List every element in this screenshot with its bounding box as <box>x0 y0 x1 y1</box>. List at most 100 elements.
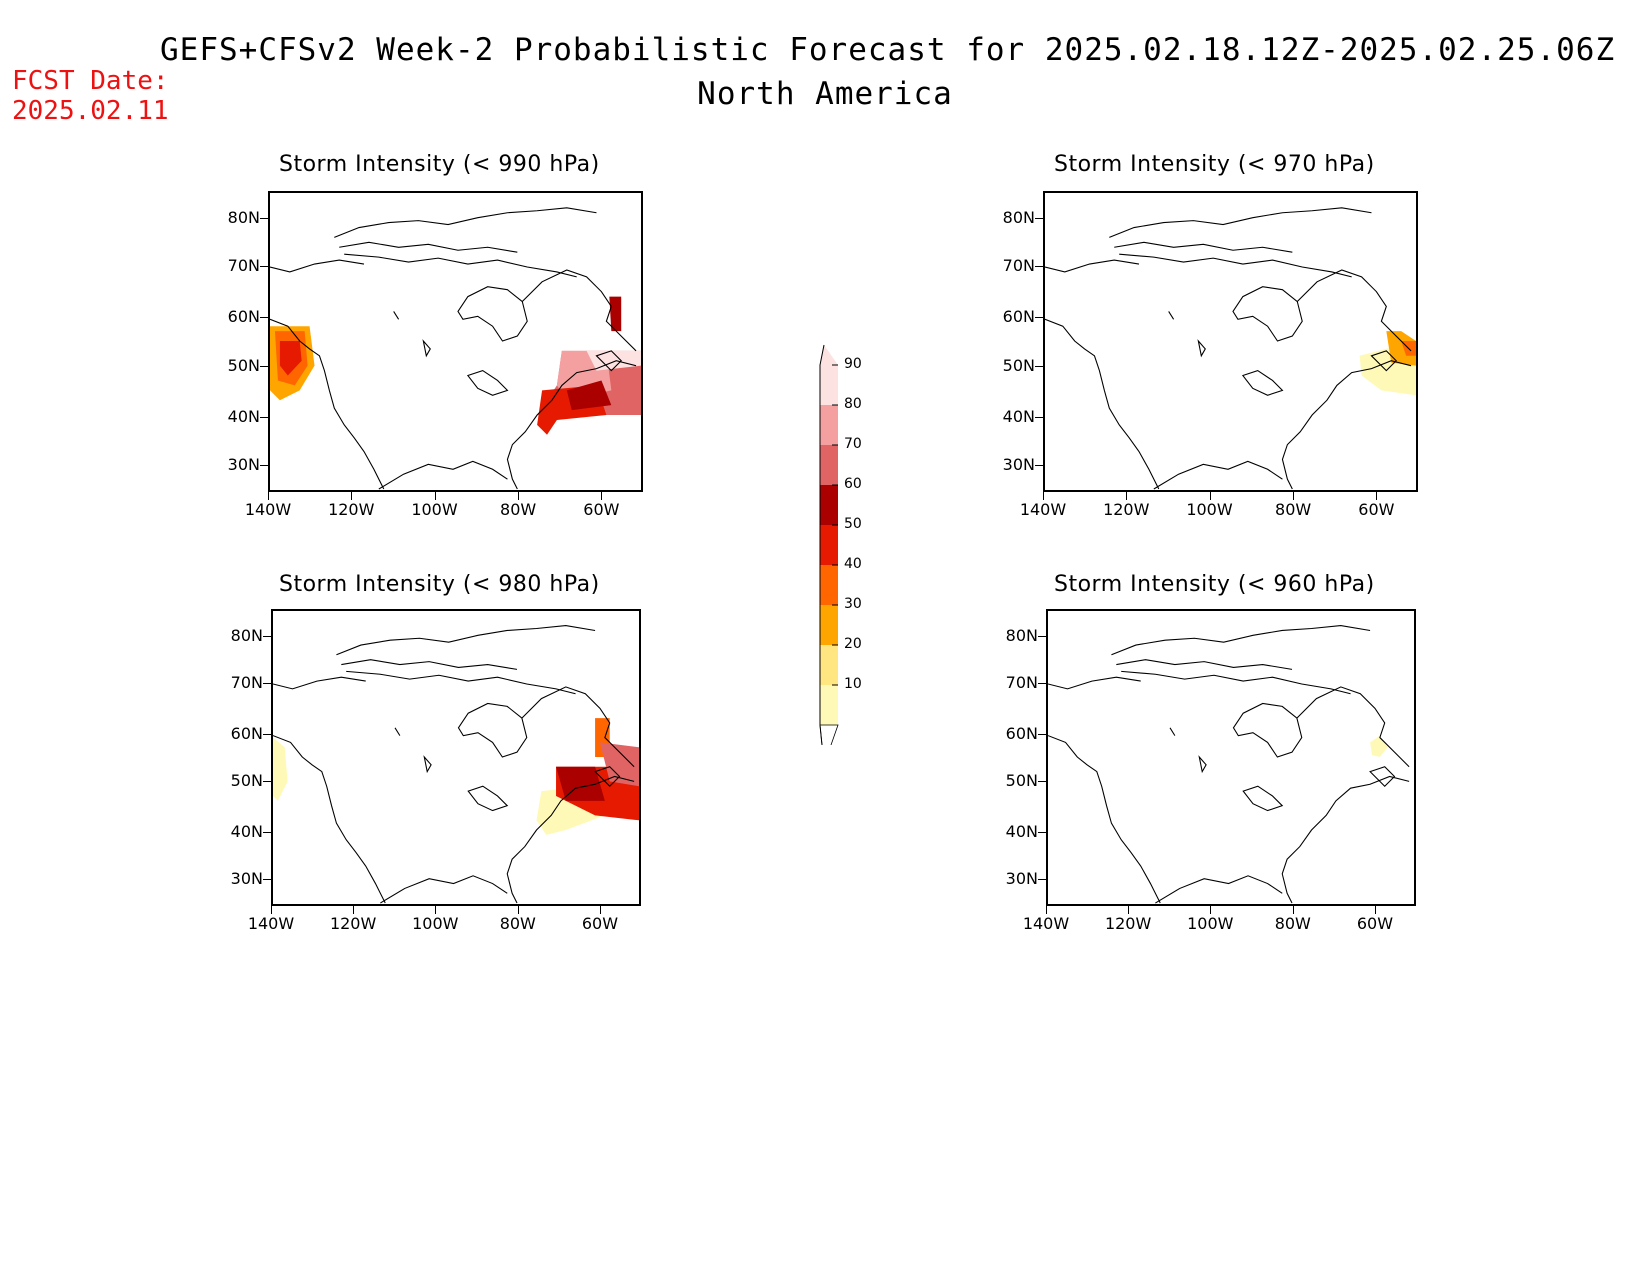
coastline <box>378 460 508 490</box>
probability-shade <box>586 350 641 371</box>
lon-tick <box>435 906 437 914</box>
lon-tick <box>601 492 603 500</box>
lon-label: 140W <box>244 500 292 519</box>
coastline <box>457 702 528 758</box>
colorbar-level-label: 70 <box>844 436 862 452</box>
lon-tick <box>1376 492 1378 500</box>
probability-shade <box>279 341 302 376</box>
panel-title-970: Storm Intensity (< 970 hPa) <box>1054 152 1375 177</box>
coastline <box>394 727 621 787</box>
lon-tick <box>268 492 269 500</box>
panel-title-990: Storm Intensity (< 990 hPa) <box>279 152 600 177</box>
lat-label: 80N <box>1005 625 1038 645</box>
lon-label: 80W <box>499 914 536 933</box>
coastline <box>467 785 509 812</box>
lon-tick <box>1209 492 1211 500</box>
lat-tick <box>1038 733 1046 735</box>
coastline <box>506 360 637 490</box>
coastline <box>1045 259 1160 490</box>
coastline <box>1281 775 1410 904</box>
main-title: GEFS+CFSv2 Week-2 Probabilistic Forecast… <box>160 32 1616 68</box>
lat-label: 60N <box>1005 723 1038 743</box>
lon-label: 100W <box>412 914 459 933</box>
lon-tick <box>351 492 353 500</box>
lat-tick <box>263 683 271 685</box>
coastline <box>521 686 635 768</box>
lat-label: 70N <box>230 673 263 693</box>
lat-label: 70N <box>227 256 260 276</box>
coastline <box>1109 207 1372 253</box>
lon-label: 120W <box>328 500 375 519</box>
lon-label: 100W <box>1186 500 1233 519</box>
colorbar-level-label: 20 <box>844 636 862 652</box>
lat-tick <box>1035 416 1043 418</box>
lon-label: 140W <box>247 914 295 933</box>
lat-label: 30N <box>1002 454 1035 474</box>
colorbar-outline <box>819 344 825 745</box>
coastline <box>380 875 508 904</box>
lon-label: 100W <box>1187 914 1234 933</box>
lat-label: 60N <box>227 307 260 327</box>
lat-tick <box>1035 464 1043 466</box>
coastline <box>1121 670 1351 695</box>
colorbar-level-label: 10 <box>844 676 862 692</box>
lon-label: 60W <box>1356 914 1394 933</box>
coastline <box>334 207 597 253</box>
coastline <box>1296 686 1410 768</box>
lon-label: 80W <box>1274 914 1311 933</box>
colorbar-cap-top <box>820 345 838 365</box>
lat-tick <box>260 218 268 220</box>
coastline <box>344 253 577 278</box>
colorbar-level-label: 30 <box>844 596 862 612</box>
lat-label: 80N <box>230 625 263 645</box>
lat-tick <box>1038 635 1046 637</box>
lat-tick <box>260 365 268 367</box>
lat-tick <box>1038 781 1046 783</box>
colorbar-cap-bottom <box>819 724 839 745</box>
coastline <box>466 370 509 396</box>
coastline <box>1119 253 1352 278</box>
lat-tick <box>1038 831 1046 833</box>
coastline <box>336 625 596 670</box>
lat-tick <box>1035 365 1043 367</box>
lat-label: 40N <box>1002 406 1035 426</box>
colorbar-segment <box>820 445 838 485</box>
coastline <box>393 311 622 372</box>
lat-label: 80N <box>1002 208 1035 228</box>
lat-tick <box>260 317 268 319</box>
coastline <box>1155 875 1283 904</box>
coastline <box>1296 269 1412 352</box>
colorbar-segment <box>820 365 838 405</box>
lat-label: 60N <box>230 723 263 743</box>
coastline <box>273 676 386 904</box>
probability-shade <box>1370 735 1388 758</box>
map-panel-980 <box>271 609 641 906</box>
colorbar-level-label: 90 <box>844 356 862 372</box>
coastline <box>1048 676 1161 904</box>
lat-label: 50N <box>230 771 263 791</box>
lon-label: 140W <box>1019 500 1067 519</box>
coastline <box>1169 727 1396 787</box>
lon-label: 80W <box>1275 500 1312 519</box>
region-subtitle: North America <box>697 76 953 112</box>
map-panel-960 <box>1046 609 1416 906</box>
coastline <box>1153 460 1283 490</box>
lon-tick <box>518 492 520 500</box>
colorbar-level-label: 60 <box>844 476 862 492</box>
lon-tick <box>1292 906 1294 914</box>
colorbar-segment <box>820 685 838 725</box>
lon-tick <box>271 906 272 914</box>
coastline <box>457 286 528 342</box>
lat-label: 30N <box>227 454 260 474</box>
lat-tick <box>263 733 271 735</box>
lon-label: 80W <box>500 500 537 519</box>
lon-label: 120W <box>1103 500 1150 519</box>
colorbar-segment <box>820 405 838 445</box>
probability-shade <box>273 737 288 801</box>
colorbar-segment <box>820 525 838 565</box>
lat-label: 30N <box>1005 869 1038 889</box>
colorbar-segment <box>820 485 838 525</box>
coastline <box>1242 785 1284 812</box>
lat-label: 40N <box>227 406 260 426</box>
lon-label: 60W <box>581 914 619 933</box>
